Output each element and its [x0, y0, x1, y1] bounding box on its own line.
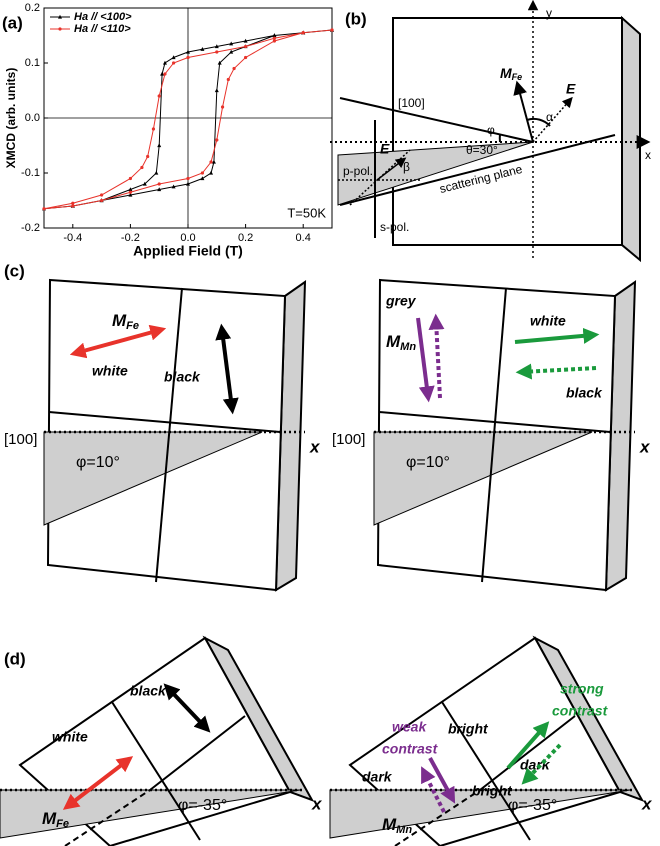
legend-label: Ha // <100>	[74, 11, 132, 23]
domain-label: black	[164, 369, 201, 385]
marker	[146, 155, 149, 158]
marker	[186, 56, 189, 59]
annotation: T=50K	[287, 205, 326, 220]
marker	[158, 182, 161, 185]
axis-label: x	[641, 794, 653, 813]
marker	[302, 31, 305, 34]
marker	[172, 61, 175, 64]
axis-label: x	[311, 794, 323, 813]
theta-label: θ=30°	[466, 143, 498, 157]
panel-c: (c) x [100] φ=10° MFe white black x [100…	[4, 261, 651, 590]
s-pol-label: s-pol.	[380, 220, 409, 234]
axis-label: x	[639, 437, 651, 456]
m-main: M	[112, 311, 127, 330]
marker	[100, 193, 103, 196]
direction-label: [100]	[398, 96, 425, 110]
marker	[330, 28, 333, 31]
box-front	[393, 18, 622, 245]
domain-label: bright	[472, 783, 513, 799]
y-tick-label: 0.1	[25, 57, 40, 69]
panel-d: (d) x φ=-35° MFe white black x φ=-35° MM…	[0, 638, 653, 846]
marker	[152, 127, 155, 130]
marker	[209, 160, 212, 163]
panel-label: (d)	[4, 649, 26, 668]
panel-b: (b) y x [100] MFe E α φ θ=30° s-pol. p-p…	[330, 4, 651, 260]
marker	[273, 39, 276, 42]
marker	[42, 207, 45, 210]
m-main: M	[386, 332, 401, 351]
direction-label: [100]	[4, 431, 37, 448]
marker	[215, 50, 218, 53]
contrast-label: weak	[392, 719, 427, 735]
angle-label: φ=10°	[406, 454, 450, 471]
marker	[227, 78, 230, 81]
domain-label: black	[566, 385, 603, 401]
domain-label: black	[130, 683, 167, 699]
box-side	[622, 18, 640, 260]
angle-label: φ=10°	[76, 454, 120, 471]
marker	[232, 67, 235, 70]
domain-label: white	[530, 313, 566, 329]
marker	[186, 177, 189, 180]
x-tick-label: -0.4	[63, 232, 82, 244]
marker	[71, 202, 74, 205]
domain-label: dark	[362, 769, 393, 785]
phi-label: φ	[487, 123, 495, 137]
hysteresis-chart: -0.4-0.20.00.20.4-0.2-0.10.00.10.2Applie…	[2, 2, 334, 259]
marker	[71, 204, 74, 207]
x-axis-label: Applied Field (T)	[133, 243, 243, 259]
panel-label: (a)	[2, 13, 23, 32]
m-sub: Mn	[396, 824, 412, 836]
page: -0.4-0.20.00.20.4-0.2-0.10.00.10.2Applie…	[0, 0, 660, 846]
marker	[158, 94, 161, 97]
domain-label: white	[92, 363, 128, 379]
figure: -0.4-0.20.00.20.4-0.2-0.10.00.10.2Applie…	[0, 0, 660, 846]
marker	[100, 199, 103, 202]
legend-label: Ha // <110>	[74, 23, 131, 35]
contrast-label: contrast	[382, 741, 439, 757]
marker	[58, 27, 61, 30]
axis-label: x	[309, 437, 321, 456]
y-tick-label: -0.1	[21, 167, 40, 179]
axis-label: y	[546, 6, 552, 20]
m-sub: Fe	[512, 72, 523, 82]
marker	[244, 45, 247, 48]
marker	[215, 138, 218, 141]
contrast-label: strong	[560, 681, 604, 697]
marker	[221, 105, 224, 108]
m-sub: Fe	[126, 320, 139, 332]
panel-label: (b)	[345, 9, 367, 28]
contrast-label: contrast	[552, 703, 609, 719]
e-label: E	[566, 81, 576, 97]
m-main: M	[500, 65, 512, 81]
m-sub: Mn	[400, 341, 416, 353]
x-tick-label: 0.4	[296, 232, 311, 244]
marker	[140, 166, 143, 169]
marker	[244, 56, 247, 59]
marker	[163, 72, 166, 75]
y-tick-label: -0.2	[21, 222, 40, 234]
angle-label: φ=-35°	[508, 797, 557, 814]
y-tick-label: 0.2	[25, 2, 40, 14]
marker	[201, 171, 204, 174]
direction-label: [100]	[332, 431, 365, 448]
m-sub: Fe	[56, 818, 69, 830]
beta-label: β	[403, 160, 410, 174]
domain-label: white	[52, 729, 88, 745]
marker	[129, 177, 132, 180]
y-tick-label: 0.0	[25, 112, 40, 124]
domain-label: grey	[385, 293, 417, 309]
panel-label: (c)	[4, 261, 25, 280]
domain-label: bright	[448, 721, 489, 737]
p-pol-label: p-pol.	[343, 164, 373, 178]
marker	[273, 37, 276, 40]
e-small-label: E	[380, 141, 390, 157]
y-axis-label: XMCD (arb. units)	[4, 68, 18, 169]
alpha-label: α	[546, 110, 553, 124]
m-main: M	[42, 809, 57, 828]
marker	[129, 191, 132, 194]
axis-label: x	[645, 148, 651, 162]
angle-label: φ=-35°	[178, 797, 227, 814]
m-main: M	[382, 815, 397, 834]
